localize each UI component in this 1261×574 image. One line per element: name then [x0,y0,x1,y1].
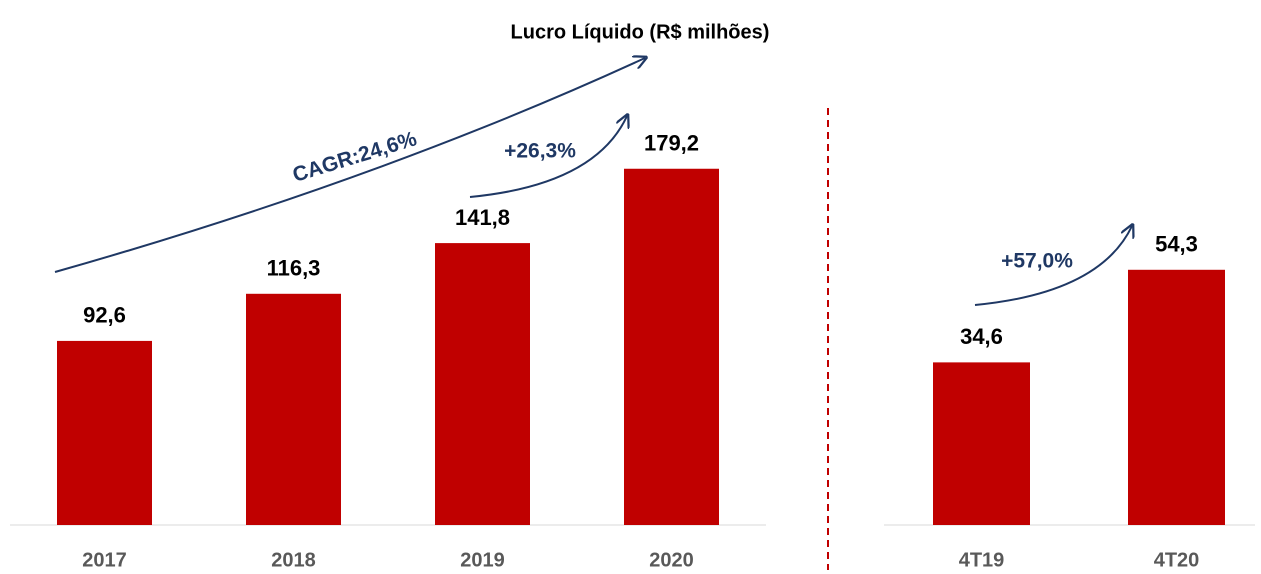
value-label: 92,6 [83,303,126,328]
x-tick-label: 2019 [460,549,505,571]
chart-title: Lucro Líquido (R$ milhões) [511,21,770,43]
bar [435,243,530,525]
annotation: CAGR:24,6% [290,127,420,187]
bar [1128,269,1225,525]
annotation: +26,3% [504,140,576,163]
bar [933,362,1030,525]
x-tick-label: 2020 [649,549,694,571]
bar [57,340,152,525]
value-label: 179,2 [644,131,699,156]
x-tick-label: 2017 [82,549,127,571]
x-tick-label: 4T19 [959,549,1005,571]
x-tick-label: 4T20 [1154,549,1200,571]
bar [624,168,719,525]
x-tick-label: 2018 [271,549,316,571]
growth-arrow [974,226,1132,306]
value-label: 34,6 [960,324,1003,349]
value-label: 116,3 [267,256,321,281]
cagr-arrow [54,58,645,273]
growth-arrow [469,116,627,198]
value-label: 54,3 [1155,232,1198,257]
bar [246,293,341,525]
value-label: 141,8 [455,205,510,230]
annotation: +57,0% [1001,250,1073,273]
